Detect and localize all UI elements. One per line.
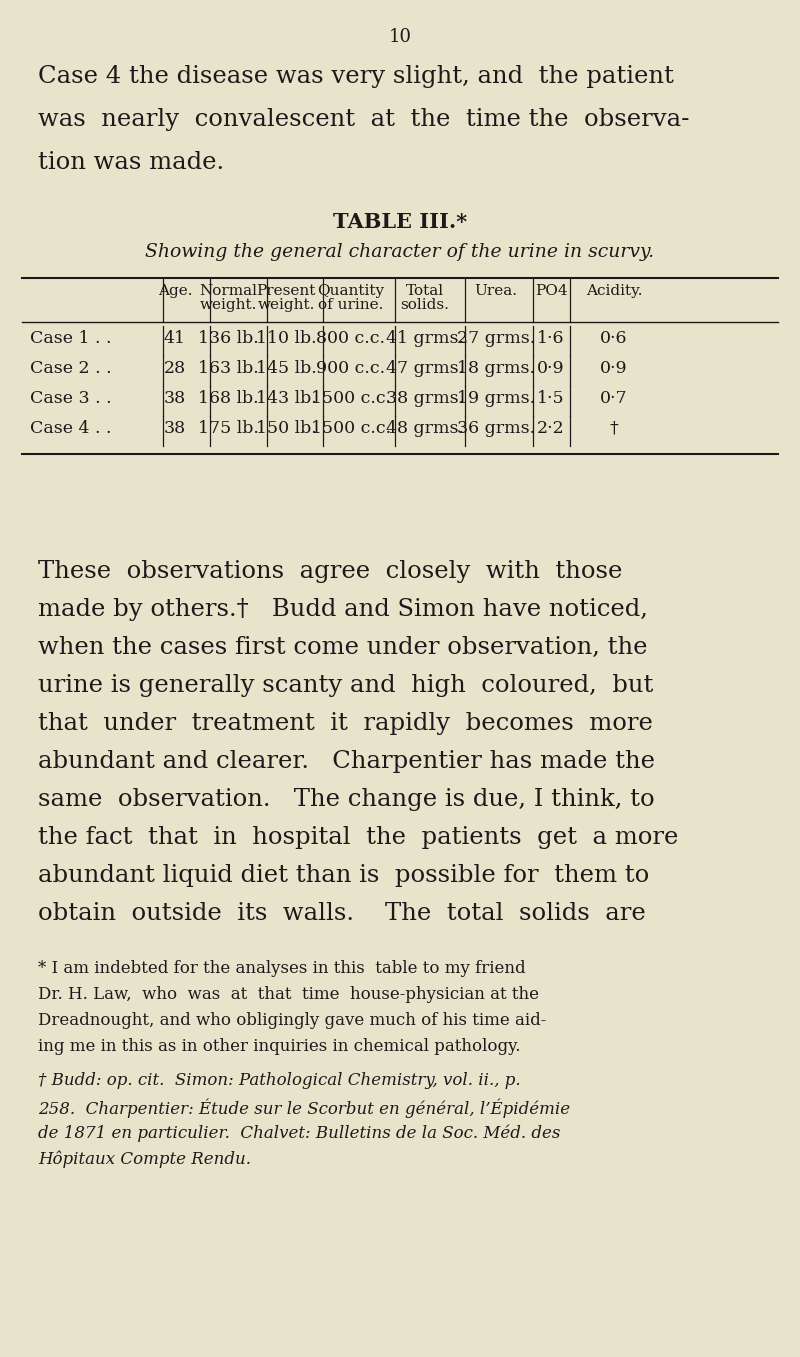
Text: 136 lb.: 136 lb.: [198, 330, 258, 347]
Text: Dr. H. Law,  who  was  at  that  time  house-physician at the: Dr. H. Law, who was at that time house-p…: [38, 987, 539, 1003]
Text: 19 grms.: 19 grms.: [457, 389, 535, 407]
Text: 1500 c.c.: 1500 c.c.: [311, 421, 391, 437]
Text: 145 lb.: 145 lb.: [256, 360, 316, 377]
Text: 168 lb.: 168 lb.: [198, 389, 258, 407]
Text: de 1871 en particulier.  Chalvet: Bulletins de la Soc. Méd. des: de 1871 en particulier. Chalvet: Bulleti…: [38, 1124, 560, 1141]
Text: Showing the general character of the urine in scurvy.: Showing the general character of the uri…: [146, 243, 654, 261]
Text: 47 grms.: 47 grms.: [386, 360, 464, 377]
Text: TABLE III.*: TABLE III.*: [333, 212, 467, 232]
Text: 41: 41: [164, 330, 186, 347]
Text: Age.: Age.: [158, 284, 192, 299]
Text: 258.  Charpentier: Étude sur le Scorbut en général, l’Épidémie: 258. Charpentier: Étude sur le Scorbut e…: [38, 1098, 570, 1118]
Text: urine is generally scanty and  high  coloured,  but: urine is generally scanty and high colou…: [38, 674, 654, 697]
Text: Case 4 the disease was very slight, and  the patient: Case 4 the disease was very slight, and …: [38, 65, 674, 88]
Text: obtain  outside  its  walls.    The  total  solids  are: obtain outside its walls. The total soli…: [38, 902, 646, 925]
Text: 2·2: 2·2: [537, 421, 565, 437]
Text: 163 lb.: 163 lb.: [198, 360, 258, 377]
Text: 110 lb.: 110 lb.: [256, 330, 316, 347]
Text: Hôpitaux Compte Rendu.: Hôpitaux Compte Rendu.: [38, 1149, 251, 1167]
Text: †: †: [610, 421, 618, 437]
Text: 41 grms.: 41 grms.: [386, 330, 464, 347]
Text: abundant and clearer.   Charpentier has made the: abundant and clearer. Charpentier has ma…: [38, 750, 655, 773]
Text: Total: Total: [406, 284, 444, 299]
Text: abundant liquid diet than is  possible for  them to: abundant liquid diet than is possible fo…: [38, 864, 650, 887]
Text: 28: 28: [164, 360, 186, 377]
Text: 38 grms.: 38 grms.: [386, 389, 464, 407]
Text: was  nearly  convalescent  at  the  time the  observa-: was nearly convalescent at the time the …: [38, 109, 690, 132]
Text: Present: Present: [256, 284, 316, 299]
Text: † Budd: op. cit.  Simon: Pathological Chemistry, vol. ii., p.: † Budd: op. cit. Simon: Pathological Che…: [38, 1072, 521, 1090]
Text: Case 3 . .: Case 3 . .: [30, 389, 112, 407]
Text: 1500 c.c.: 1500 c.c.: [311, 389, 391, 407]
Text: 900 c.c.: 900 c.c.: [317, 360, 386, 377]
Text: Dreadnought, and who obligingly gave much of his time aid-: Dreadnought, and who obligingly gave muc…: [38, 1012, 546, 1029]
Text: 0·6: 0·6: [600, 330, 628, 347]
Text: Acidity.: Acidity.: [586, 284, 642, 299]
Text: Case 1 . .: Case 1 . .: [30, 330, 111, 347]
Text: Normal: Normal: [199, 284, 257, 299]
Text: 38: 38: [164, 421, 186, 437]
Text: 0·9: 0·9: [537, 360, 565, 377]
Text: tion was made.: tion was made.: [38, 151, 224, 174]
Text: * I am indebted for the analyses in this  table to my friend: * I am indebted for the analyses in this…: [38, 959, 526, 977]
Text: when the cases first come under observation, the: when the cases first come under observat…: [38, 636, 647, 660]
Text: ing me in this as in other inquiries in chemical pathology.: ing me in this as in other inquiries in …: [38, 1038, 521, 1054]
Text: that  under  treatment  it  rapidly  becomes  more: that under treatment it rapidly becomes …: [38, 712, 653, 735]
Text: the fact  that  in  hospital  the  patients  get  a more: the fact that in hospital the patients g…: [38, 826, 678, 849]
Text: These  observations  agree  closely  with  those: These observations agree closely with th…: [38, 560, 622, 584]
Text: 143 lb.: 143 lb.: [256, 389, 316, 407]
Text: same  observation.   The change is due, I think, to: same observation. The change is due, I t…: [38, 788, 654, 811]
Text: of urine.: of urine.: [318, 299, 384, 312]
Text: Case 2 . .: Case 2 . .: [30, 360, 112, 377]
Text: solids.: solids.: [401, 299, 450, 312]
Text: 36 grms.: 36 grms.: [457, 421, 535, 437]
Text: Quantity: Quantity: [318, 284, 385, 299]
Text: 38: 38: [164, 389, 186, 407]
Text: 1·5: 1·5: [537, 389, 565, 407]
Text: 0·7: 0·7: [600, 389, 628, 407]
Text: made by others.†   Budd and Simon have noticed,: made by others.† Budd and Simon have not…: [38, 598, 648, 622]
Text: 175 lb.: 175 lb.: [198, 421, 258, 437]
Text: weight.: weight.: [258, 299, 314, 312]
Text: 48 grms.: 48 grms.: [386, 421, 464, 437]
Text: weight.: weight.: [199, 299, 257, 312]
Text: 800 c.c.: 800 c.c.: [317, 330, 386, 347]
Text: 10: 10: [389, 28, 411, 46]
Text: Urea.: Urea.: [474, 284, 518, 299]
Text: 18 grms.: 18 grms.: [457, 360, 535, 377]
Text: 0·9: 0·9: [600, 360, 628, 377]
Text: 1·6: 1·6: [538, 330, 565, 347]
Text: Case 4 . .: Case 4 . .: [30, 421, 111, 437]
Text: 27 grms.: 27 grms.: [457, 330, 535, 347]
Text: 150 lb.: 150 lb.: [256, 421, 316, 437]
Text: PO4: PO4: [534, 284, 567, 299]
